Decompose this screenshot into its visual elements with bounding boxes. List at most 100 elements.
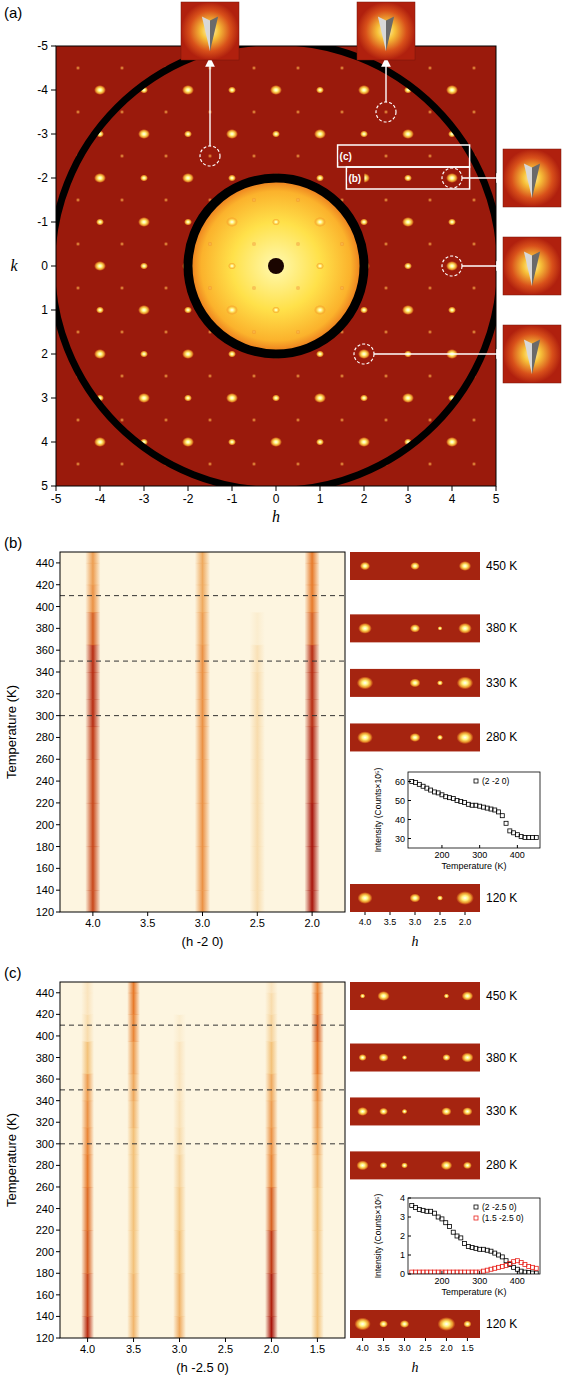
tick-label: 300 — [472, 850, 487, 860]
tick-label: 1 — [41, 303, 48, 317]
intensity-band — [265, 982, 278, 993]
bragg-spot — [96, 219, 104, 226]
tick — [51, 486, 56, 487]
bragg-spot — [314, 129, 326, 139]
tick-label: 40 — [395, 815, 405, 825]
tick-label: 260 — [36, 1181, 54, 1193]
weak-spot — [120, 242, 125, 247]
weak-spot — [164, 286, 169, 291]
tick — [496, 486, 497, 491]
weak-spot — [384, 198, 389, 203]
intensity-band — [85, 699, 100, 727]
bragg-spot — [182, 173, 194, 183]
legend-marker — [474, 1216, 478, 1220]
intensity-band — [173, 1041, 186, 1074]
tick — [479, 845, 480, 848]
tick — [56, 759, 60, 760]
weak-spot — [472, 66, 477, 71]
bragg-spot — [402, 305, 414, 315]
intensity-band — [173, 1273, 186, 1317]
tick — [51, 354, 56, 355]
arrow — [462, 177, 505, 178]
weak-spot — [164, 110, 169, 115]
intensity-band — [85, 612, 100, 645]
tick-label: 2.0 — [264, 1343, 279, 1355]
tick-label: -4 — [95, 492, 106, 506]
tick — [312, 912, 313, 916]
snapshot-spot — [357, 731, 373, 744]
weak-spot — [76, 110, 81, 115]
intensity-band — [304, 552, 319, 563]
snapshot-spot — [461, 1053, 473, 1063]
snapshot-spot — [462, 991, 474, 1001]
tick-label: 3.5 — [377, 1343, 390, 1353]
inset-background — [368, 764, 546, 876]
tick — [56, 802, 60, 803]
bragg-spot — [448, 307, 456, 314]
axis-title: Temperature (K) — [441, 861, 506, 871]
tick — [87, 1338, 88, 1342]
tick — [51, 222, 56, 223]
peak-wedge — [386, 17, 394, 52]
tick — [364, 486, 365, 491]
bragg-spot — [314, 393, 326, 403]
tick — [257, 912, 258, 916]
tick — [232, 486, 233, 491]
tick — [56, 824, 60, 825]
tick-label: 140 — [36, 1310, 54, 1322]
tick-label: 440 — [36, 557, 54, 569]
tick-label: 400 — [510, 850, 525, 860]
intensity-band — [81, 1187, 94, 1231]
axis-title: (h -2 0) — [182, 934, 224, 949]
intensity-band — [127, 1041, 140, 1074]
intensity-band — [250, 699, 265, 727]
frame — [60, 552, 345, 912]
weak-spot — [296, 154, 301, 159]
intensity-band — [173, 1187, 186, 1231]
peak-wedge — [532, 164, 540, 199]
bragg-spot — [446, 261, 458, 271]
data-point — [444, 1221, 448, 1225]
weak-spot — [252, 418, 257, 423]
weak-spot — [120, 330, 125, 335]
bragg-spot — [140, 351, 148, 358]
tick — [179, 1338, 180, 1342]
intensity-band — [311, 1155, 324, 1188]
weak-spot — [428, 198, 433, 203]
weak-spot — [472, 198, 477, 203]
bragg-spot — [316, 175, 324, 182]
tick-label: 200 — [434, 1276, 449, 1286]
tick — [56, 584, 60, 585]
panel-letter: (a) — [4, 4, 22, 21]
peak-wedge — [524, 164, 532, 199]
bragg-spot — [138, 129, 150, 139]
intensity-band — [304, 699, 319, 727]
bragg-spot — [94, 85, 106, 95]
tick — [144, 486, 145, 491]
weak-spot — [472, 242, 477, 247]
weak-spot — [76, 286, 81, 291]
ring — [56, 46, 496, 486]
intensity-band — [127, 1273, 140, 1317]
weak-spot — [340, 286, 345, 291]
tick-label: 5 — [41, 479, 48, 493]
bragg-spot — [446, 173, 458, 183]
snapshot-spot — [410, 894, 421, 903]
intensity-band — [81, 1155, 94, 1188]
tick-label: 50 — [395, 796, 405, 806]
tick-label: 180 — [36, 841, 54, 853]
tick-label: -1 — [227, 492, 238, 506]
dashed-line — [60, 595, 345, 596]
background — [56, 46, 496, 486]
intensity-band — [85, 645, 100, 673]
tick-label: 2.0 — [459, 917, 472, 927]
inset-frame — [408, 1198, 540, 1274]
tick — [441, 845, 442, 848]
tick-label: 400 — [36, 601, 54, 613]
weak-spot — [120, 66, 125, 71]
tick — [320, 486, 321, 491]
weak-spot — [252, 110, 257, 115]
legend-label: (2 -2.5 0) — [482, 1202, 517, 1212]
snapshot-spot — [379, 1108, 388, 1116]
snapshot-spot — [377, 991, 389, 1001]
